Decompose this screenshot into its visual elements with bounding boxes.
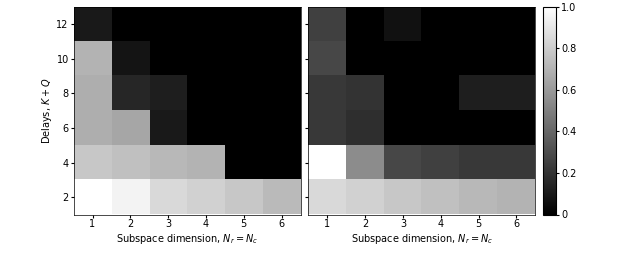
X-axis label: Subspace dimension, $N_r = N_c$: Subspace dimension, $N_r = N_c$ xyxy=(116,232,258,246)
Y-axis label: Delays, $K + Q$: Delays, $K + Q$ xyxy=(40,77,54,144)
X-axis label: Subspace dimension, $N_r = N_c$: Subspace dimension, $N_r = N_c$ xyxy=(351,232,493,246)
